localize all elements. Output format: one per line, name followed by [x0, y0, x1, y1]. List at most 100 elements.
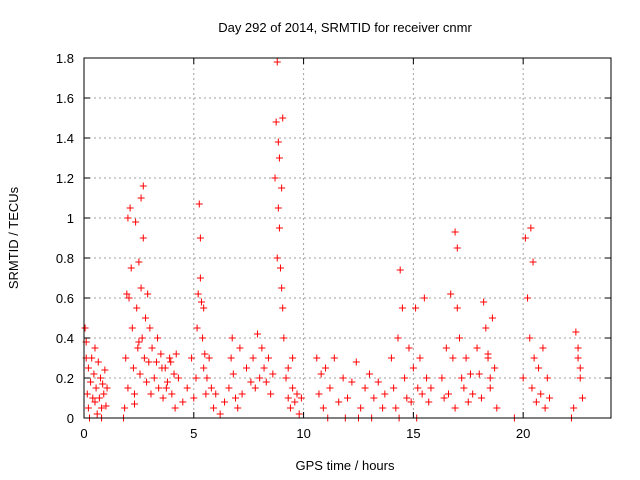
- data-point: [190, 394, 198, 402]
- data-point: [163, 378, 171, 386]
- data-point: [282, 374, 290, 382]
- data-point: [131, 400, 139, 408]
- data-point: [127, 264, 135, 272]
- data-point: [379, 404, 387, 412]
- data-point: [251, 384, 259, 392]
- data-point: [216, 410, 224, 418]
- data-point: [484, 350, 492, 358]
- data-point: [84, 364, 92, 372]
- data-point: [200, 304, 208, 312]
- data-point: [89, 394, 97, 402]
- data-point: [284, 364, 292, 372]
- data-point: [455, 334, 463, 342]
- data-point: [272, 118, 280, 126]
- data-point: [92, 384, 100, 392]
- data-point: [271, 174, 279, 182]
- data-point: [280, 334, 288, 342]
- data-point: [99, 380, 107, 388]
- data-point: [289, 354, 297, 362]
- data-point: [101, 366, 109, 374]
- data-point: [532, 398, 540, 406]
- data-point: [141, 314, 149, 322]
- data-point: [543, 374, 551, 382]
- data-point: [138, 334, 146, 342]
- data-point: [390, 384, 398, 392]
- data-point: [451, 404, 459, 412]
- data-point: [374, 378, 382, 386]
- x-axis-label: GPS time / hours: [296, 458, 395, 473]
- grid: [84, 58, 611, 418]
- data-point: [90, 370, 98, 378]
- data-point: [315, 390, 323, 398]
- data-point: [188, 354, 196, 362]
- data-point: [197, 298, 205, 306]
- data-point: [394, 334, 402, 342]
- data-point: [123, 290, 131, 298]
- data-point: [148, 344, 156, 352]
- data-point: [98, 404, 106, 412]
- data-point: [480, 298, 488, 306]
- data-point: [425, 398, 433, 406]
- data-point: [475, 370, 483, 378]
- data-point: [135, 258, 143, 266]
- data-point: [229, 370, 237, 378]
- data-point: [519, 374, 527, 382]
- data-point: [486, 374, 494, 382]
- data-point: [126, 204, 134, 212]
- x-tick-label: 10: [296, 426, 310, 441]
- data-point: [205, 354, 213, 362]
- data-point: [140, 354, 148, 362]
- data-point: [146, 324, 154, 332]
- data-point: [275, 154, 283, 162]
- data-point: [179, 398, 187, 406]
- data-point: [207, 384, 215, 392]
- data-point: [414, 384, 422, 392]
- data-point: [228, 334, 236, 342]
- data-point: [238, 390, 246, 398]
- data-point: [423, 374, 431, 382]
- data-point: [137, 194, 145, 202]
- data-point: [93, 410, 101, 418]
- data-point: [210, 404, 218, 412]
- data-point: [274, 138, 282, 146]
- data-point: [537, 390, 545, 398]
- data-point: [100, 390, 108, 398]
- data-point: [319, 404, 327, 412]
- data-point: [361, 384, 369, 392]
- data-point: [440, 394, 448, 402]
- data-point: [162, 384, 170, 392]
- data-point: [253, 330, 261, 338]
- y-tick-label: 1.4: [56, 131, 74, 146]
- data-point: [326, 384, 334, 392]
- data-point: [145, 358, 153, 366]
- data-point: [528, 384, 536, 392]
- data-point: [196, 274, 204, 282]
- data-point: [289, 384, 297, 392]
- data-point: [539, 344, 547, 352]
- y-tick-label: 1: [67, 211, 74, 226]
- data-point: [279, 304, 287, 312]
- data-point: [381, 390, 389, 398]
- data-point: [278, 284, 286, 292]
- data-point: [221, 398, 229, 406]
- data-point: [576, 364, 584, 372]
- data-point: [96, 374, 104, 382]
- data-point: [131, 390, 139, 398]
- data-point: [168, 390, 176, 398]
- x-tick-label: 20: [516, 426, 530, 441]
- data-point: [279, 114, 287, 122]
- data-point: [530, 354, 538, 362]
- data-point: [322, 364, 330, 372]
- data-point: [91, 398, 99, 406]
- y-tick-label: 0.2: [56, 371, 74, 386]
- data-point: [409, 364, 417, 372]
- data-point: [427, 384, 435, 392]
- data-point: [392, 404, 400, 412]
- data-point: [348, 378, 356, 386]
- data-point: [277, 264, 285, 272]
- data-point: [194, 290, 202, 298]
- data-point: [125, 294, 133, 302]
- y-tick-label: 0.4: [56, 331, 74, 346]
- data-point: [403, 394, 411, 402]
- data-point: [234, 404, 242, 412]
